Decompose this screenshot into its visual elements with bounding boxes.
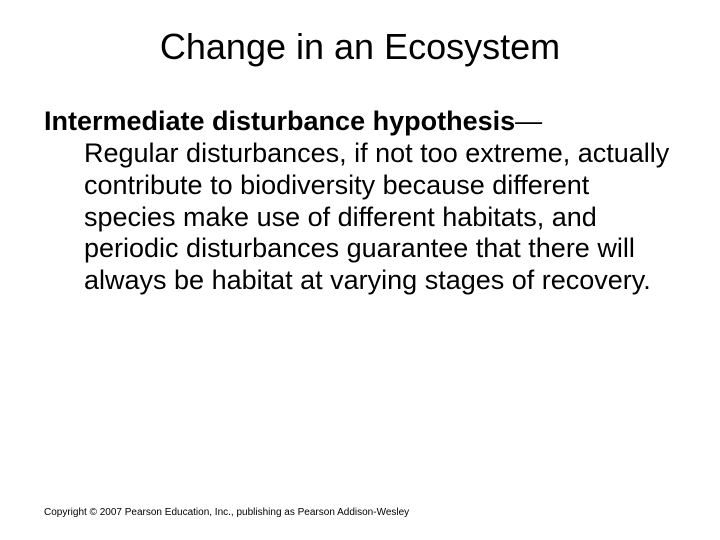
definition-text: Regular disturbances, if not too extreme… — [44, 138, 676, 297]
dash: — — [515, 106, 542, 136]
slide-body: Intermediate disturbance hypothesis— Reg… — [0, 78, 720, 297]
slide: Change in an Ecosystem Intermediate dist… — [0, 0, 720, 540]
slide-title: Change in an Ecosystem — [0, 0, 720, 78]
term-text: Intermediate disturbance hypothesis — [44, 106, 515, 136]
copyright-text: Copyright © 2007 Pearson Education, Inc.… — [44, 507, 409, 518]
